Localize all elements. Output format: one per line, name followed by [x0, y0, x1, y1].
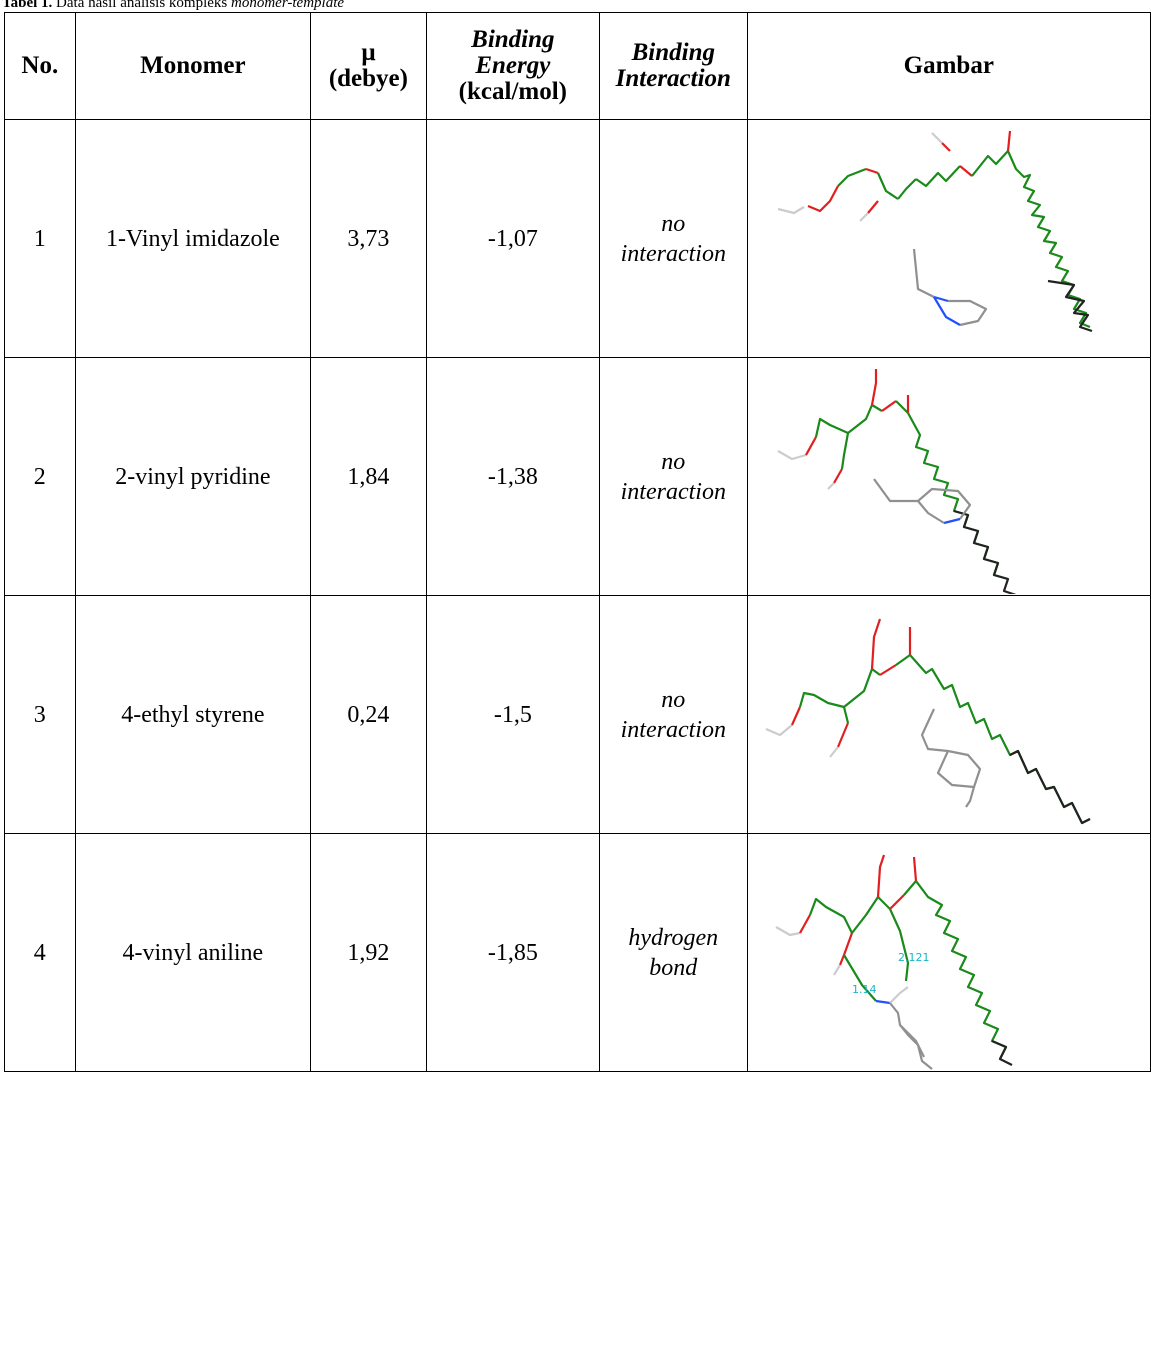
bond-length-label-1: 2.121 [898, 951, 930, 964]
dipole-moment: 0,24 [310, 595, 427, 834]
dipole-moment: 1,84 [310, 357, 427, 596]
interaction-line1: no [661, 448, 686, 475]
molecule-image-cell: 2.121 1.14 [746, 833, 1151, 1072]
monomer-name: 2-vinyl pyridine [74, 357, 312, 596]
header-row: No. Monomer μ (debye) Binding Energy (kcal/… [4, 12, 1151, 120]
header-be-unit: (kcal/mol) [458, 78, 567, 105]
table-row: 1 1-Vinyl imidazole 3,73 -1,07 no interac… [4, 119, 1151, 358]
molecule-image-cell [746, 357, 1151, 596]
monomer-name: 1-Vinyl imidazole [74, 119, 312, 358]
caption-text: Data hasil analisis kompleks [56, 0, 228, 11]
molecule-structure-4: 2.121 1.14 [775, 854, 1013, 1070]
table-caption: Tabel 1. Data hasil analisis kompleks mo… [2, 0, 344, 12]
table-row: 4 4-vinyl aniline 1,92 -1,85 hydrogen bon… [4, 833, 1151, 1072]
molecule-structure-2 [777, 369, 1016, 594]
interaction-line1: no [661, 210, 686, 237]
caption-label: Tabel 1. [2, 0, 53, 11]
interaction-line2: bond [649, 954, 698, 981]
binding-energy: -1,38 [425, 357, 600, 596]
bond-length-label-2: 1.14 [852, 983, 877, 996]
header-be-line2: Energy [475, 52, 551, 79]
molecule-structure-1 [777, 130, 1092, 333]
interaction-line1: no [661, 686, 686, 713]
header-no: No. [4, 12, 76, 120]
monomer-template-table: No. Monomer μ (debye) Binding Energy (kcal/… [4, 12, 1151, 1072]
header-mu-symbol: μ [361, 39, 376, 66]
dipole-moment: 3,73 [310, 119, 427, 358]
interaction-line2: interaction [620, 716, 726, 743]
header-mu-unit: (debye) [328, 65, 408, 92]
table-row: 3 4-ethyl styrene 0,24 -1,5 no interactio… [4, 595, 1151, 834]
caption-italic-text: monomer-template [231, 0, 345, 11]
header-be-line1: Binding [471, 26, 555, 53]
binding-interaction: no interaction [598, 119, 748, 358]
header-binding-energy: Binding Energy (kcal/mol) [425, 12, 600, 120]
binding-energy: -1,85 [425, 833, 600, 1072]
binding-energy: -1,5 [425, 595, 600, 834]
header-monomer: Monomer [74, 12, 312, 120]
binding-interaction: no interaction [598, 595, 748, 834]
binding-energy: -1,07 [425, 119, 600, 358]
molecule-image-cell [746, 595, 1151, 834]
interaction-line1: hydrogen [628, 924, 719, 951]
header-dipole-moment: μ (debye) [310, 12, 427, 120]
header-bi-line1: Binding [631, 39, 715, 66]
dipole-moment: 1,92 [310, 833, 427, 1072]
molecule-image-cell [746, 119, 1151, 358]
header-image: Gambar [746, 12, 1151, 120]
binding-interaction: hydrogen bond [598, 833, 748, 1072]
header-binding-interaction: Binding Interaction [598, 12, 748, 120]
row-number: 3 [4, 595, 76, 834]
table-row: 2 2-vinyl pyridine 1,84 -1,38 no interact… [4, 357, 1151, 596]
row-number: 4 [4, 833, 76, 1072]
row-number: 1 [4, 119, 76, 358]
monomer-name: 4-ethyl styrene [74, 595, 312, 834]
interaction-line2: interaction [620, 240, 726, 267]
row-number: 2 [4, 357, 76, 596]
header-bi-line2: Interaction [615, 65, 731, 92]
monomer-name: 4-vinyl aniline [74, 833, 312, 1072]
binding-interaction: no interaction [598, 357, 748, 596]
interaction-line2: interaction [620, 478, 726, 505]
molecule-structure-3 [765, 618, 1091, 825]
